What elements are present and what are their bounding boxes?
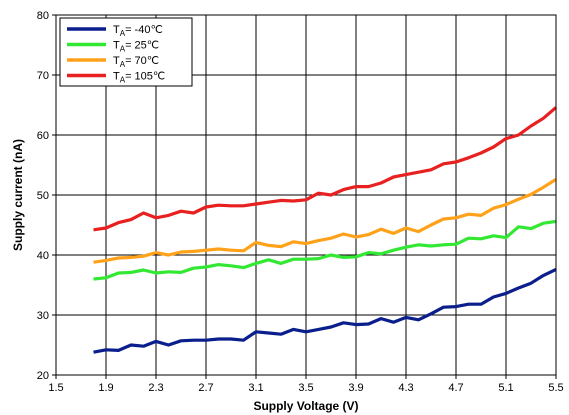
x-axis-title: Supply Voltage (V): [253, 399, 358, 413]
x-tick-label: 3.5: [298, 382, 313, 394]
legend-label: TA= -40℃: [113, 24, 163, 38]
x-tick-label: 3.9: [348, 382, 363, 394]
legend-label: TA= 105℃: [113, 71, 165, 85]
y-tick-label: 70: [37, 70, 49, 82]
x-tick-label: 4.3: [398, 382, 413, 394]
y-axis-ticks: 20 30 40 50 60 70 80: [37, 10, 56, 382]
y-tick-label: 80: [37, 10, 49, 22]
x-tick-label: 2.3: [148, 382, 163, 394]
legend: TA= -40℃ TA= 25℃TA= 70℃ TA= 105℃: [59, 17, 193, 87]
y-tick-label: 50: [37, 190, 49, 202]
y-tick-label: 20: [37, 370, 49, 382]
x-tick-label: 1.9: [98, 382, 113, 394]
legend-label: TA= 70℃: [113, 55, 159, 69]
y-axis-title: Supply current (nA): [11, 139, 25, 251]
x-tick-label: 5.5: [548, 382, 563, 394]
x-tick-label: 2.7: [198, 382, 213, 394]
x-tick-label: 1.5: [48, 382, 63, 394]
y-tick-label: 30: [37, 310, 49, 322]
series-lines: [93, 106, 558, 354]
series-line-4: [93, 106, 558, 232]
y-tick-label: 40: [37, 250, 49, 262]
x-tick-label: 4.7: [448, 382, 463, 394]
series-line-3: [93, 178, 557, 264]
x-tick-label: 3.1: [248, 382, 263, 394]
x-tick-label: 5.1: [498, 382, 513, 394]
series-line-1: [93, 267, 557, 354]
x-axis-ticks: 1.5 1.9 2.3 2.7 3.1 3.5 3.9 4.3 4.7 5.1 5.5: [48, 375, 564, 394]
y-tick-label: 60: [37, 130, 49, 142]
legend-label: TA= 25℃: [113, 40, 159, 54]
series-line-2: [93, 219, 557, 281]
